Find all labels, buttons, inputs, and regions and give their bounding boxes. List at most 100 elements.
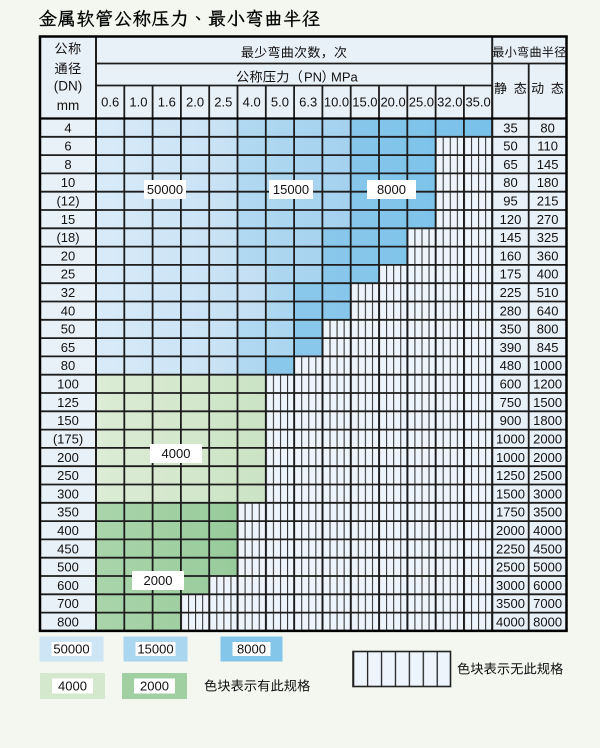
svg-text:10: 10 [61,175,75,190]
svg-text:(12): (12) [56,194,79,209]
svg-text:225: 225 [500,285,522,300]
svg-text:1.0: 1.0 [129,95,147,110]
svg-text:2000: 2000 [496,523,525,538]
svg-text:20: 20 [61,248,75,263]
svg-text:4: 4 [64,120,71,135]
svg-text:2.5: 2.5 [214,95,232,110]
svg-text:270: 270 [537,212,559,227]
svg-text:4000: 4000 [162,446,191,461]
svg-text:40: 40 [61,303,75,318]
svg-text:1750: 1750 [496,505,525,520]
svg-text:3500: 3500 [496,596,525,611]
svg-text:800: 800 [57,615,79,630]
svg-text:15: 15 [61,212,75,227]
svg-text:280: 280 [500,303,522,318]
svg-text:300: 300 [57,486,79,501]
svg-text:65: 65 [61,340,75,355]
svg-text:250: 250 [57,468,79,483]
svg-text:7000: 7000 [533,596,562,611]
svg-text:350: 350 [500,322,522,337]
svg-text:500: 500 [57,560,79,575]
svg-text:600: 600 [500,377,522,392]
svg-text:2000: 2000 [533,450,562,465]
svg-text:120: 120 [500,212,522,227]
svg-text:4.0: 4.0 [243,95,261,110]
svg-text:2000: 2000 [144,573,173,588]
svg-text:4500: 4500 [533,541,562,556]
svg-text:480: 480 [500,358,522,373]
svg-text:32: 32 [61,285,75,300]
svg-text:65: 65 [503,157,517,172]
svg-text:510: 510 [537,285,559,300]
svg-text:1500: 1500 [496,486,525,501]
svg-text:35: 35 [503,120,517,135]
svg-text:MPa: MPa [331,70,359,85]
svg-text:2000: 2000 [533,431,562,446]
svg-text:(18): (18) [56,230,79,245]
svg-text:15000: 15000 [273,182,309,197]
svg-text:80: 80 [503,175,517,190]
svg-text:15.0: 15.0 [352,95,377,110]
svg-text:8000: 8000 [377,182,406,197]
svg-text:0.6: 0.6 [101,95,119,110]
svg-text:80: 80 [61,358,75,373]
svg-text:600: 600 [57,578,79,593]
svg-text:400: 400 [57,523,79,538]
svg-text:175: 175 [500,267,522,282]
svg-text:150: 150 [57,413,79,428]
svg-text:125: 125 [57,395,79,410]
svg-text:100: 100 [57,377,79,392]
svg-text:25: 25 [61,267,75,282]
svg-text:350: 350 [57,505,79,520]
svg-text:3500: 3500 [533,505,562,520]
svg-text:1500: 1500 [533,395,562,410]
svg-text:2000: 2000 [140,679,169,694]
svg-text:900: 900 [500,413,522,428]
svg-text:145: 145 [500,230,522,245]
svg-text:450: 450 [57,541,79,556]
svg-text:325: 325 [537,230,559,245]
svg-text:4000: 4000 [58,679,87,694]
svg-text:80: 80 [540,120,554,135]
svg-text:360: 360 [537,248,559,263]
svg-text:1800: 1800 [533,413,562,428]
svg-text:3000: 3000 [496,578,525,593]
svg-text:400: 400 [537,267,559,282]
svg-text:1000: 1000 [496,450,525,465]
svg-text:95: 95 [503,194,517,209]
svg-text:32.0: 32.0 [437,95,462,110]
svg-text:20.0: 20.0 [380,95,405,110]
svg-text:6: 6 [64,139,71,154]
svg-text:10.0: 10.0 [324,95,349,110]
svg-text:1000: 1000 [496,431,525,446]
svg-text:200: 200 [57,450,79,465]
svg-text:180: 180 [537,175,559,190]
svg-text:6000: 6000 [533,578,562,593]
svg-text:390: 390 [500,340,522,355]
svg-text:PN: PN [304,70,322,85]
svg-text:1000: 1000 [533,358,562,373]
svg-text:800: 800 [537,322,559,337]
svg-text:8: 8 [64,157,71,172]
svg-text:50000: 50000 [147,182,183,197]
svg-text:145: 145 [537,157,559,172]
svg-text:mm: mm [57,98,80,113]
svg-text:4000: 4000 [533,523,562,538]
svg-text:160: 160 [500,248,522,263]
svg-text:845: 845 [537,340,559,355]
svg-text:3000: 3000 [533,486,562,501]
svg-text:700: 700 [57,596,79,611]
svg-text:8000: 8000 [533,615,562,630]
svg-text:1.6: 1.6 [158,95,176,110]
svg-text:215: 215 [537,194,559,209]
svg-text:8000: 8000 [237,642,266,657]
svg-text:15000: 15000 [137,642,173,657]
svg-text:2500: 2500 [533,468,562,483]
svg-text:5.0: 5.0 [271,95,289,110]
svg-text:750: 750 [500,395,522,410]
svg-text:50: 50 [503,139,517,154]
svg-text:2.0: 2.0 [186,95,204,110]
svg-text:(DN): (DN) [54,79,83,94]
svg-text:640: 640 [537,303,559,318]
svg-text:5000: 5000 [533,560,562,575]
